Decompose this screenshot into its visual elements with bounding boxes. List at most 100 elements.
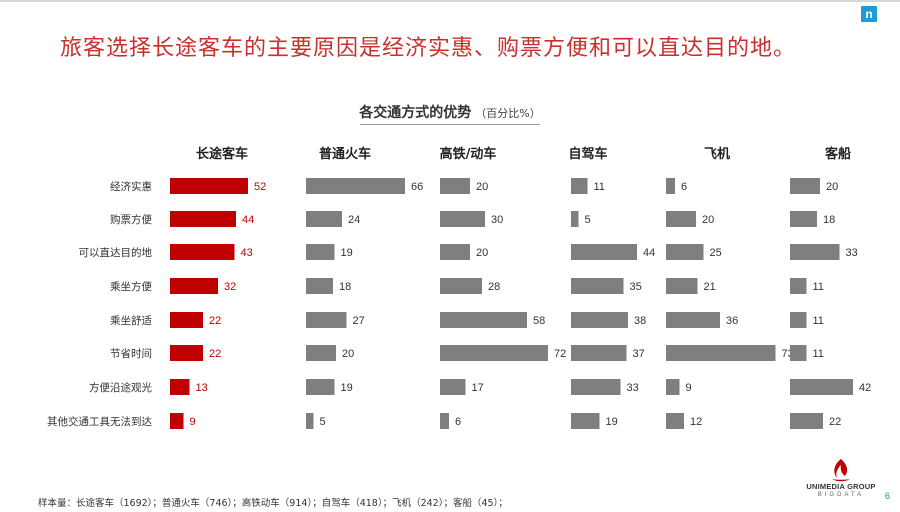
value-label: 37 [633, 348, 645, 360]
value-label: 33 [627, 382, 639, 394]
bar [571, 413, 600, 429]
bar [790, 178, 820, 194]
chart-title-text: 各交通方式的优势 [359, 105, 472, 121]
value-label: 66 [411, 181, 423, 193]
bar [440, 244, 470, 260]
bar [571, 211, 579, 227]
bar [571, 278, 624, 294]
bar [790, 312, 807, 328]
bar [306, 244, 335, 260]
bar [790, 379, 853, 395]
value-label: 17 [472, 382, 484, 394]
bar [306, 278, 333, 294]
value-label: 13 [196, 382, 208, 394]
bar [440, 178, 470, 194]
value-label: 11 [813, 315, 824, 327]
value-label: 44 [643, 247, 655, 259]
bar [790, 244, 840, 260]
value-label: 44 [242, 214, 254, 226]
value-label: 38 [634, 315, 646, 327]
value-label: 36 [726, 315, 738, 327]
bar [306, 413, 314, 429]
bar [170, 211, 236, 227]
bar [790, 413, 823, 429]
series-header: 客船 [825, 146, 851, 162]
bar [440, 379, 466, 395]
bar [666, 345, 776, 361]
bar [440, 278, 482, 294]
bar [666, 178, 675, 194]
chart-title: 各交通方式的优势 （百分比%） [0, 102, 900, 122]
value-label: 24 [348, 214, 360, 226]
series-header: 长途客车 [196, 146, 248, 162]
series-header: 普通火车 [319, 146, 371, 162]
value-label: 19 [341, 382, 353, 394]
value-label: 35 [630, 281, 642, 293]
bar [170, 379, 190, 395]
bar [306, 345, 336, 361]
bar [666, 211, 696, 227]
bar [571, 345, 627, 361]
category-label: 乘坐方便 [110, 280, 152, 293]
corner-logo: n [861, 6, 877, 22]
value-label: 18 [339, 281, 351, 293]
bar [306, 178, 405, 194]
bar [571, 178, 588, 194]
value-label: 19 [341, 247, 353, 259]
bar [666, 379, 680, 395]
bar [790, 278, 807, 294]
value-label: 52 [254, 181, 266, 193]
value-label: 42 [859, 382, 871, 394]
bar [666, 278, 698, 294]
chart-unit: （百分比%） [475, 107, 541, 120]
value-label: 20 [826, 181, 838, 193]
bar [170, 312, 203, 328]
bar [170, 345, 203, 361]
value-label: 20 [476, 181, 488, 193]
page-number: 6 [885, 491, 891, 501]
category-label: 乘坐舒适 [110, 314, 152, 327]
category-label: 其他交通工具无法到达 [47, 415, 152, 428]
value-label: 9 [686, 382, 692, 394]
category-label: 经济实惠 [110, 180, 152, 193]
value-label: 72 [554, 348, 566, 360]
value-label: 11 [813, 348, 824, 360]
value-label: 9 [190, 416, 196, 428]
value-label: 25 [710, 247, 722, 259]
value-label: 20 [476, 247, 488, 259]
value-label: 12 [690, 416, 702, 428]
bar [666, 312, 720, 328]
sample-size-note: 样本量：长途客车（1692）；普通火车（746）；高铁动车（914）；自驾车（4… [38, 498, 508, 509]
bar [790, 211, 817, 227]
value-label: 28 [488, 281, 500, 293]
value-label: 22 [829, 416, 841, 428]
value-label: 5 [320, 416, 326, 428]
series-header: 自驾车 [568, 146, 607, 162]
value-label: 20 [342, 348, 354, 360]
bar [170, 178, 248, 194]
value-label: 5 [585, 214, 591, 226]
value-label: 22 [209, 348, 221, 360]
value-label: 19 [606, 416, 618, 428]
value-label: 30 [491, 214, 503, 226]
bar [306, 379, 335, 395]
brand-subtitle: BIGDATA [817, 492, 865, 498]
chart-title-underline [360, 124, 540, 125]
bar [440, 211, 485, 227]
bar [170, 413, 184, 429]
category-label: 购票方便 [110, 213, 152, 226]
value-label: 58 [533, 315, 545, 327]
value-label: 27 [353, 315, 365, 327]
bar [666, 244, 704, 260]
value-label: 6 [455, 416, 461, 428]
bar [440, 413, 449, 429]
bar [571, 244, 637, 260]
bar [440, 345, 548, 361]
value-label: 22 [209, 315, 221, 327]
value-label: 18 [823, 214, 835, 226]
bar [571, 312, 628, 328]
top-divider [0, 0, 900, 2]
bar [170, 244, 235, 260]
brand-name: UNIMEDIA GROUP [806, 482, 876, 491]
